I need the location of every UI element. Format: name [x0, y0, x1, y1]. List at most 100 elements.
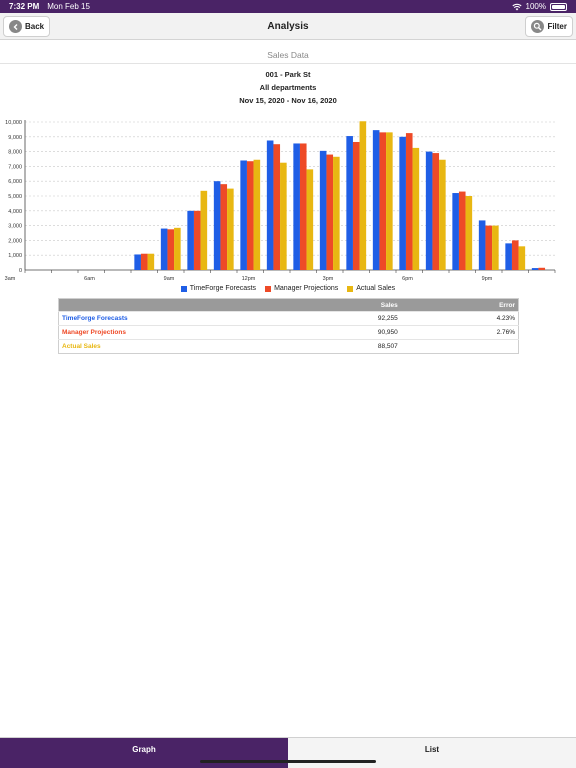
bar-actual	[253, 159, 261, 270]
bar-actual	[412, 147, 420, 270]
row-label-actual: Actual Sales	[58, 339, 279, 354]
department-name: All departments	[259, 83, 317, 92]
tab-list[interactable]: List	[288, 738, 576, 768]
bar-actual	[518, 246, 526, 270]
x-tick-label: 6pm	[402, 276, 413, 282]
bar-manager	[432, 153, 440, 270]
row-sales-manager: 90,950	[278, 325, 401, 340]
y-tick-label: 8,000	[8, 150, 22, 156]
bar-actual	[227, 188, 234, 270]
table-header-label	[58, 298, 279, 312]
bar-actual	[492, 225, 499, 270]
y-tick-label: 4,000	[8, 209, 22, 215]
x-tick-label: 12pm	[242, 276, 256, 282]
row-error-forecast: 4.23%	[400, 311, 519, 326]
x-tick-label: 6am	[84, 276, 95, 282]
bar-manager	[140, 253, 148, 270]
bar-actual	[200, 190, 208, 270]
table-row: Manager Projections 90,950 2.76%	[58, 325, 519, 340]
tab-graph[interactable]: Graph	[0, 738, 288, 768]
bar-forecast	[160, 228, 168, 270]
table-row: TimeForge Forecasts 92,255 4.23%	[58, 311, 519, 326]
tab-bar: Graph List	[0, 737, 576, 768]
y-tick-label: 0	[19, 268, 22, 274]
section-title: Sales Data	[0, 46, 576, 64]
sales-chart: 0 1,000 2,000 3,000 4,000 5,000 6,000 7,000 8,00…	[5, 120, 556, 282]
legend-swatch-manager	[265, 285, 272, 292]
bar-manager	[167, 229, 175, 270]
bar-actual	[386, 132, 393, 270]
bar-forecast	[240, 160, 247, 270]
bar-forecast	[531, 268, 539, 270]
bar-manager	[273, 144, 281, 270]
table-header-error: Error	[400, 298, 519, 312]
date-range: Nov 15, 2020 - Nov 16, 2020	[239, 96, 337, 105]
battery-icon	[550, 2, 567, 11]
x-tick-label: 9am	[164, 276, 175, 282]
row-error-actual	[400, 339, 519, 354]
bar-forecast	[319, 150, 327, 270]
chart-legend: TimeForge Forecasts Manager Projections …	[0, 285, 576, 292]
back-button[interactable]: Back	[3, 16, 51, 37]
row-sales-forecast: 92,255	[278, 311, 401, 326]
bar-actual	[306, 169, 314, 270]
y-tick-label: 9,000	[8, 135, 22, 141]
filter-button[interactable]: Filter	[525, 16, 573, 37]
status-right: 100%	[511, 2, 567, 11]
table-header-sales: Sales	[278, 298, 401, 312]
bar-actual	[147, 253, 155, 270]
bar-forecast	[372, 130, 380, 270]
bar-actual	[465, 196, 473, 270]
bar-manager	[246, 161, 254, 270]
chevron-left-icon	[9, 20, 22, 33]
status-date: Mon Feb 15	[47, 2, 90, 11]
bar-manager	[511, 240, 519, 270]
x-tick-label: 3am	[5, 276, 16, 282]
row-label-forecast: TimeForge Forecasts	[58, 311, 279, 326]
bar-manager	[405, 133, 413, 270]
x-tick-label: 3pm	[323, 276, 334, 282]
wifi-icon	[511, 3, 522, 10]
bar-forecast	[505, 243, 512, 270]
back-label: Back	[25, 22, 45, 31]
bar-actual	[439, 159, 446, 270]
bar-forecast	[266, 140, 274, 270]
bar-manager	[379, 132, 387, 270]
y-tick-label: 6,000	[8, 179, 22, 185]
y-tick-label: 1,000	[8, 253, 22, 259]
bar-actual	[174, 227, 181, 270]
status-bar: 7:32 PM Mon Feb 15 100%	[0, 0, 576, 13]
y-tick-label: 3,000	[8, 224, 22, 230]
page-title: Analysis	[267, 20, 309, 32]
bar-manager	[538, 267, 546, 270]
row-error-manager: 2.76%	[400, 325, 519, 340]
legend-label-forecast: TimeForge Forecasts	[189, 285, 257, 292]
y-tick-label: 5,000	[8, 194, 22, 200]
legend-label-manager: Manager Projections	[274, 285, 339, 292]
bar-forecast	[213, 181, 221, 270]
bar-forecast	[346, 136, 353, 270]
table-row: Actual Sales 88,507	[58, 339, 519, 354]
legend-swatch-forecast	[180, 285, 187, 292]
bar-actual	[280, 162, 287, 270]
bar-forecast	[399, 136, 406, 270]
home-indicator	[200, 760, 376, 763]
bar-manager	[220, 184, 228, 270]
bar-actual	[359, 121, 367, 270]
filter-label: Filter	[547, 22, 567, 31]
battery-percent: 100%	[525, 2, 546, 11]
y-tick-label: 7,000	[8, 164, 22, 170]
bar-manager	[458, 191, 466, 270]
bar-forecast	[187, 210, 194, 270]
store-name: 001 - Park St	[265, 70, 311, 79]
bar-manager	[485, 225, 493, 270]
nav-bar: Back Analysis Filter	[0, 13, 576, 40]
bar-forecast	[293, 143, 300, 270]
search-icon	[531, 20, 545, 33]
table-header-row: Sales Error	[58, 298, 519, 312]
bar-forecast	[134, 254, 141, 270]
bar-forecast	[452, 193, 459, 270]
bar-manager	[352, 141, 360, 270]
y-tick-label: 10,000	[5, 120, 22, 126]
legend-item-manager: Manager Projections	[265, 285, 338, 292]
